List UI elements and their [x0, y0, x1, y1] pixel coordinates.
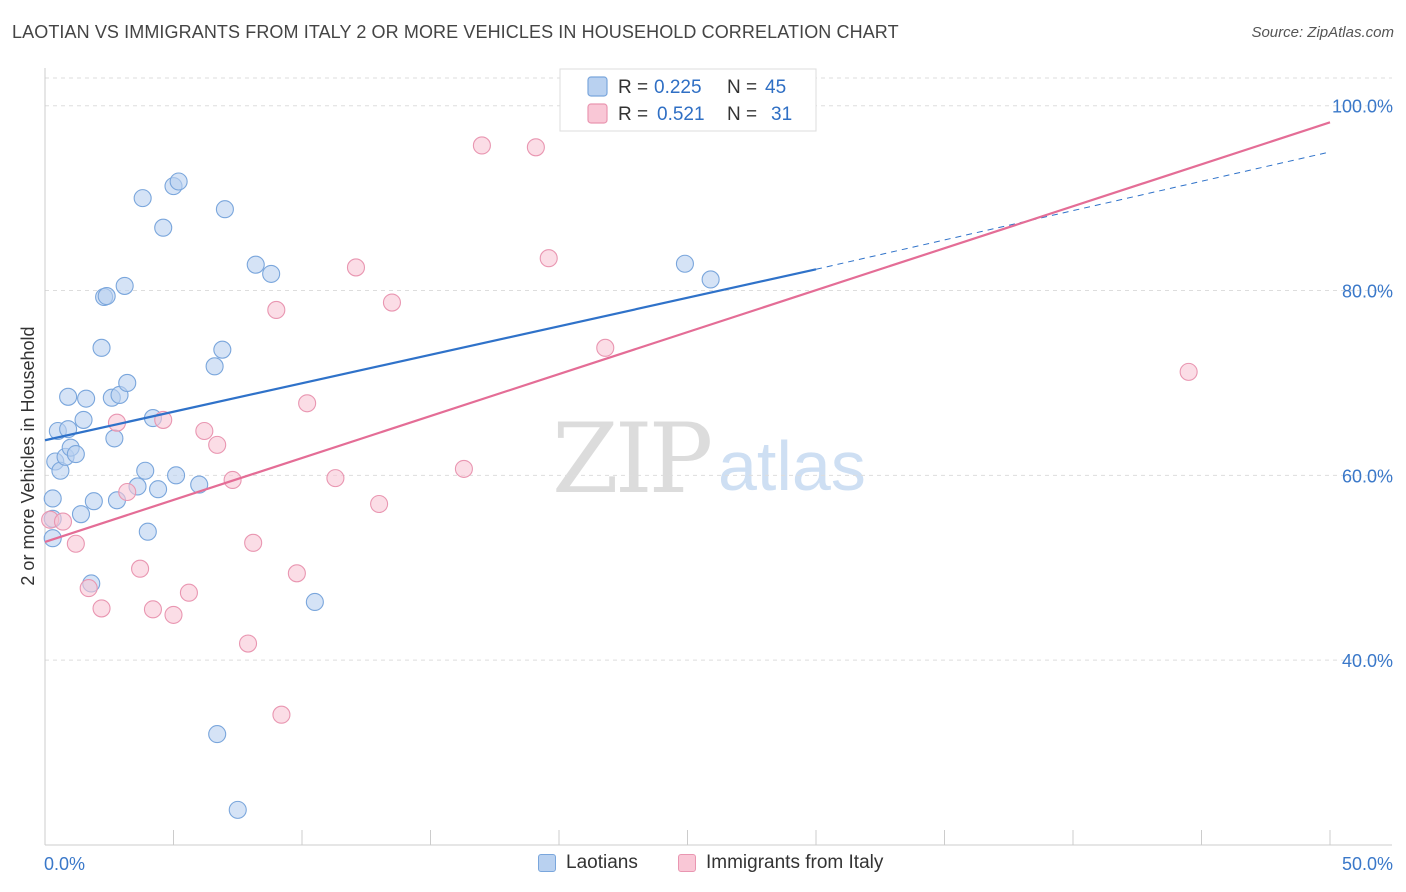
laotians-point [246, 255, 265, 274]
italy-point [195, 421, 214, 441]
italy-point [118, 482, 137, 502]
laotians-point [305, 592, 324, 612]
italy-point [66, 534, 85, 553]
x-ticks [173, 830, 1331, 845]
laotians-point [167, 466, 186, 485]
laotians-point [43, 489, 62, 508]
bottom-legend-swatch-laotians [538, 854, 556, 872]
laotians-point [190, 475, 209, 494]
laotians-point [97, 287, 116, 306]
italy-point [53, 512, 73, 531]
laotians-point [149, 480, 168, 499]
bottom-legend-label-italy: Immigrants from Italy [706, 852, 884, 873]
laotians-point [59, 387, 78, 406]
italy-point [526, 138, 545, 157]
laotians-point [136, 461, 155, 480]
laotians-point [208, 725, 227, 744]
italy-point [179, 583, 198, 602]
legend-swatch-laotians [587, 76, 608, 97]
laotians-point [71, 505, 91, 524]
laotians-point [262, 264, 281, 283]
bottom-legend-item-laotians: Laotians [538, 852, 638, 874]
legend-n-value-1: 45 [765, 77, 786, 98]
chart-title: LAOTIAN VS IMMIGRANTS FROM ITALY 2 OR MO… [12, 22, 899, 42]
watermark-zip: ZIP [552, 403, 711, 515]
laotians-point [215, 200, 234, 219]
laotians-point [154, 218, 173, 237]
bottom-legend: Laotians Immigrants from Italy [0, 852, 1406, 878]
laotians-point [115, 276, 134, 295]
italy-point [238, 634, 258, 653]
legend-swatch-italy [587, 103, 608, 124]
x-tick-label-max: 50.0% [1342, 854, 1393, 874]
laotians-point [43, 529, 62, 548]
x-tick-label-min: 0.0% [44, 854, 85, 874]
laotians-point [213, 340, 232, 359]
laotians-point [138, 522, 157, 541]
italy-point [370, 494, 389, 514]
bottom-legend-label-laotians: Laotians [566, 852, 638, 873]
italy-point [244, 533, 263, 552]
italy-point [287, 564, 306, 583]
data-points [41, 136, 1198, 819]
y-tick-label: 80.0% [1342, 282, 1393, 302]
watermark: ZIP atlas [552, 403, 866, 515]
italy-point [131, 559, 150, 578]
italy-point [539, 249, 558, 268]
laotians-trendline-extension [815, 151, 1331, 270]
italy-point [164, 605, 183, 624]
trendlines [44, 121, 1331, 543]
italy-point [454, 459, 473, 478]
legend-r-value-2: 0.521 [657, 104, 705, 125]
italy-point [382, 293, 402, 312]
y-tick-labels: 40.0% 60.0% 80.0% 100.0% [1332, 97, 1393, 671]
laotians-point [118, 373, 137, 393]
y-tick-label: 100.0% [1332, 97, 1393, 117]
bottom-legend-swatch-italy [678, 854, 696, 872]
laotians-point [84, 492, 103, 511]
italy-point [298, 394, 317, 413]
watermark-atlas: atlas [718, 427, 866, 505]
laotians-trendline [44, 268, 817, 442]
italy-point [79, 579, 98, 598]
italy-point [208, 435, 227, 454]
laotians-point [701, 270, 720, 289]
legend-r-label-1: R = [618, 77, 648, 98]
y-axis-title: 2 or more Vehicles in Household [18, 326, 38, 585]
source-label: Source: ZipAtlas.com [1251, 24, 1394, 41]
legend-n-label-1: N = [727, 77, 757, 98]
italy-point [596, 338, 615, 357]
laotians-point [205, 357, 224, 376]
italy-point [143, 600, 162, 619]
laotians-point [675, 254, 694, 273]
italy-point [272, 705, 291, 724]
laotians-point [133, 189, 152, 208]
y-tick-label: 60.0% [1342, 466, 1393, 486]
laotians-point [92, 338, 111, 357]
laotians-point [228, 800, 247, 819]
italy-point [92, 599, 111, 618]
laotians-point [74, 410, 93, 429]
italy-point [346, 258, 366, 277]
italy-point [1179, 362, 1198, 381]
laotians-point [66, 445, 85, 464]
italy-point [267, 300, 286, 319]
bottom-legend-item-italy: Immigrants from Italy [678, 852, 883, 874]
italy-trendline [44, 121, 1331, 543]
legend-r-label-2: R = [618, 104, 648, 125]
laotians-point [105, 429, 124, 448]
italy-point [472, 136, 491, 155]
laotians-point [169, 172, 188, 191]
legend-n-value-2: 31 [771, 104, 792, 125]
laotians-point [77, 389, 96, 408]
legend-r-value-1: 0.225 [654, 77, 702, 98]
legend-n-label-2: N = [727, 104, 757, 125]
top-legend: R = 0.225 N = 45 R = 0.521 N = 31 [559, 68, 817, 132]
italy-point [326, 469, 345, 488]
y-tick-label: 40.0% [1342, 651, 1393, 671]
